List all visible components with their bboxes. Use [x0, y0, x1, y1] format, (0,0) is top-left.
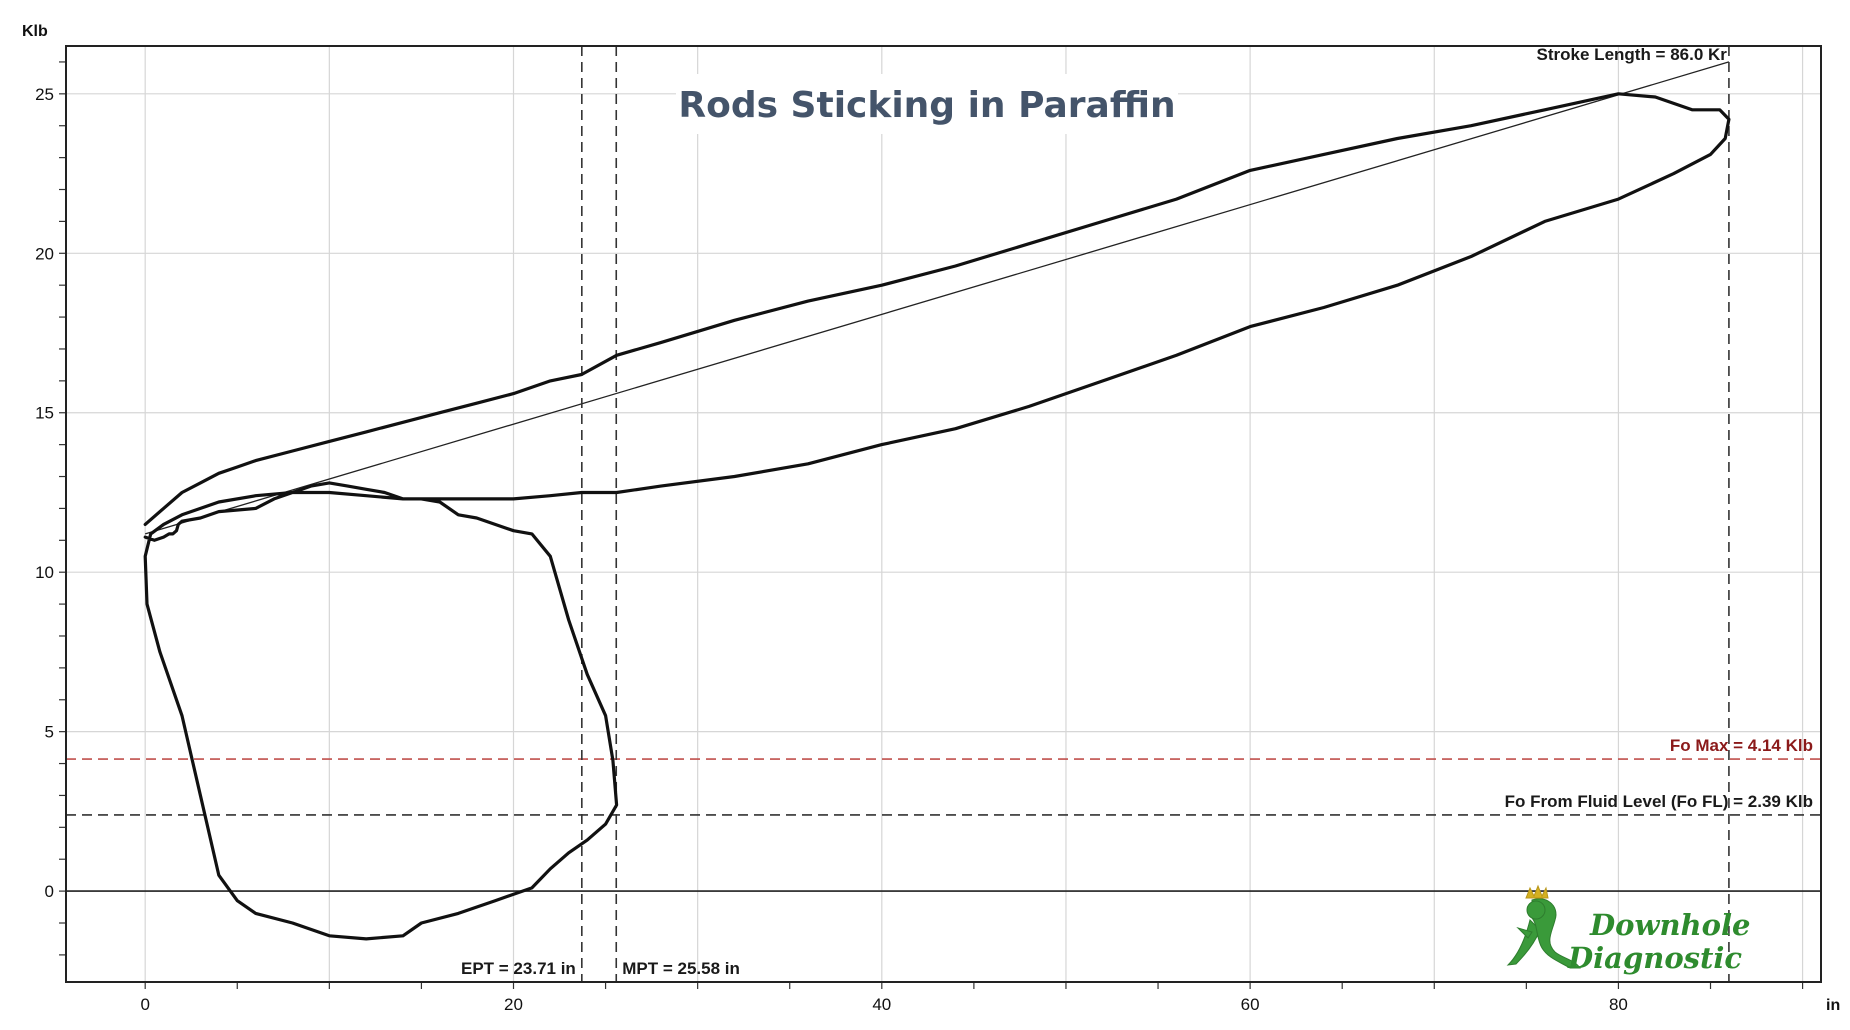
y-tick-label: 10 — [35, 563, 54, 582]
tick-marks — [59, 61, 1804, 989]
mpt-label: MPT = 25.58 in — [622, 959, 740, 978]
stroke-reference-line — [145, 61, 1730, 535]
chart-title: Rods Sticking in Paraffin — [678, 85, 1175, 126]
logo-line-2: Diagnostic — [1567, 941, 1742, 975]
y-tick-label: 20 — [35, 244, 54, 263]
downhole-diagnostic-logo: Downhole Diagnostic — [1506, 884, 1750, 975]
x-tick-label: 60 — [1241, 995, 1260, 1014]
lizard-icon — [1506, 884, 1581, 969]
fo-line-label-1: Fo From Fluid Level (Fo FL) = 2.39 Klb — [1505, 792, 1813, 811]
vertical-lines — [581, 46, 1730, 982]
y-tick-label: 5 — [45, 723, 54, 742]
labels: 0 20 40 60 80 0 5 10 15 20 25 Fo Max = 4.14 Klb Fo F… — [35, 45, 1813, 1014]
x-tick-label: 80 — [1609, 995, 1628, 1014]
ept-label: EPT = 23.71 in — [461, 959, 576, 978]
logo-line-1: Downhole — [1589, 908, 1750, 942]
reference-line — [145, 61, 1730, 535]
y-tick-label: 25 — [35, 85, 54, 104]
y-tick-label: 0 — [45, 882, 54, 901]
fo-line-label-0: Fo Max = 4.14 Klb — [1670, 736, 1813, 755]
stroke-length-label: Stroke Length = 86.0 Kr — [1537, 45, 1728, 64]
dynamometer-card-curve — [143, 92, 1731, 941]
plot-frame — [65, 45, 1822, 983]
x-axis-unit: in — [1826, 997, 1840, 1014]
x-tick-label: 40 — [872, 995, 891, 1014]
y-axis-unit: Klb — [22, 23, 48, 40]
card-series — [143, 92, 1731, 941]
x-tick-label: 20 — [504, 995, 523, 1014]
title-box — [676, 74, 1178, 134]
y-tick-label: 15 — [35, 404, 54, 423]
x-tick-label: 0 — [140, 995, 149, 1014]
